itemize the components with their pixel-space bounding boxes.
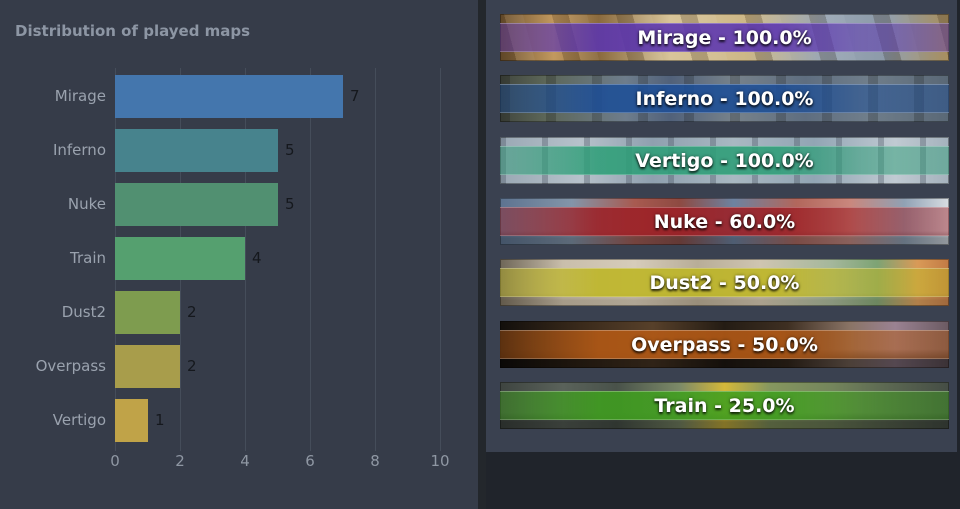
x-axis-tick-label: 0 [110, 452, 120, 470]
winrate-label-vertigo: Vertigo - 100.0% [635, 149, 814, 172]
bar-value-vertigo: 1 [155, 411, 165, 429]
chart-title: Distribution of played maps [15, 22, 251, 40]
winrate-stripe-vertigo: Vertigo - 100.0% [500, 146, 949, 175]
category-label-overpass: Overpass [35, 357, 106, 375]
bar-vertigo [115, 399, 148, 442]
bar-chart: 0 2 4 6 8 10 Mirage 7 Inferno 5 Nuke 5 Train 4 Dust2 2 O… [0, 0, 478, 509]
winrate-stripe-inferno: Inferno - 100.0% [500, 84, 949, 113]
gridline [440, 68, 441, 451]
map-banner-nuke[interactable]: Nuke - 60.0% [500, 198, 949, 245]
map-banner-overpass[interactable]: Overpass - 50.0% [500, 321, 949, 368]
winrate-stripe-overpass: Overpass - 50.0% [500, 330, 949, 359]
category-label-vertigo: Vertigo [52, 411, 106, 429]
bar-value-mirage: 7 [350, 87, 360, 105]
winrate-label-mirage: Mirage - 100.0% [637, 26, 812, 49]
winrate-label-dust2: Dust2 - 50.0% [649, 271, 800, 294]
winrate-stripe-dust2: Dust2 - 50.0% [500, 268, 949, 297]
gridline [310, 68, 311, 451]
bar-mirage [115, 75, 343, 118]
panel-divider [478, 0, 486, 509]
category-label-inferno: Inferno [52, 141, 106, 159]
x-axis-tick-label: 4 [240, 452, 250, 470]
bar-value-overpass: 2 [187, 357, 197, 375]
category-label-dust2: Dust2 [61, 303, 106, 321]
map-banner-vertigo[interactable]: Vertigo - 100.0% [500, 137, 949, 184]
map-banner-train[interactable]: Train - 25.0% [500, 382, 949, 429]
category-label-train: Train [70, 249, 106, 267]
x-axis-tick-label: 8 [370, 452, 380, 470]
winrate-label-overpass: Overpass - 50.0% [631, 333, 818, 356]
bar-nuke [115, 183, 278, 226]
bar-value-nuke: 5 [285, 195, 295, 213]
winrate-stripe-train: Train - 25.0% [500, 391, 949, 420]
x-axis-tick-label: 6 [305, 452, 315, 470]
x-axis-tick-label: 2 [175, 452, 185, 470]
map-distribution-panel: Distribution of played maps 0 2 4 6 8 10 Mirag… [0, 0, 478, 509]
category-label-nuke: Nuke [67, 195, 106, 213]
map-banner-dust2[interactable]: Dust2 - 50.0% [500, 259, 949, 306]
bar-inferno [115, 129, 278, 172]
bar-value-train: 4 [252, 249, 262, 267]
winrate-stripe-nuke: Nuke - 60.0% [500, 207, 949, 236]
winrate-label-train: Train - 25.0% [654, 394, 795, 417]
bar-train [115, 237, 245, 280]
bar-overpass [115, 345, 180, 388]
winrate-label-inferno: Inferno - 100.0% [635, 87, 814, 110]
x-axis-tick-label: 10 [430, 452, 450, 470]
category-label-mirage: Mirage [54, 87, 106, 105]
map-banner-mirage[interactable]: Mirage - 100.0% [500, 14, 949, 61]
bar-value-dust2: 2 [187, 303, 197, 321]
map-banner-inferno[interactable]: Inferno - 100.0% [500, 75, 949, 122]
bar-dust2 [115, 291, 180, 334]
winrate-label-nuke: Nuke - 60.0% [653, 210, 796, 233]
gridline [375, 68, 376, 451]
map-winrate-panel: Mirage - 100.0% Inferno - 100.0% Vertigo -… [486, 0, 957, 452]
bar-value-inferno: 5 [285, 141, 295, 159]
winrate-stripe-mirage: Mirage - 100.0% [500, 23, 949, 52]
gridline [245, 68, 246, 451]
